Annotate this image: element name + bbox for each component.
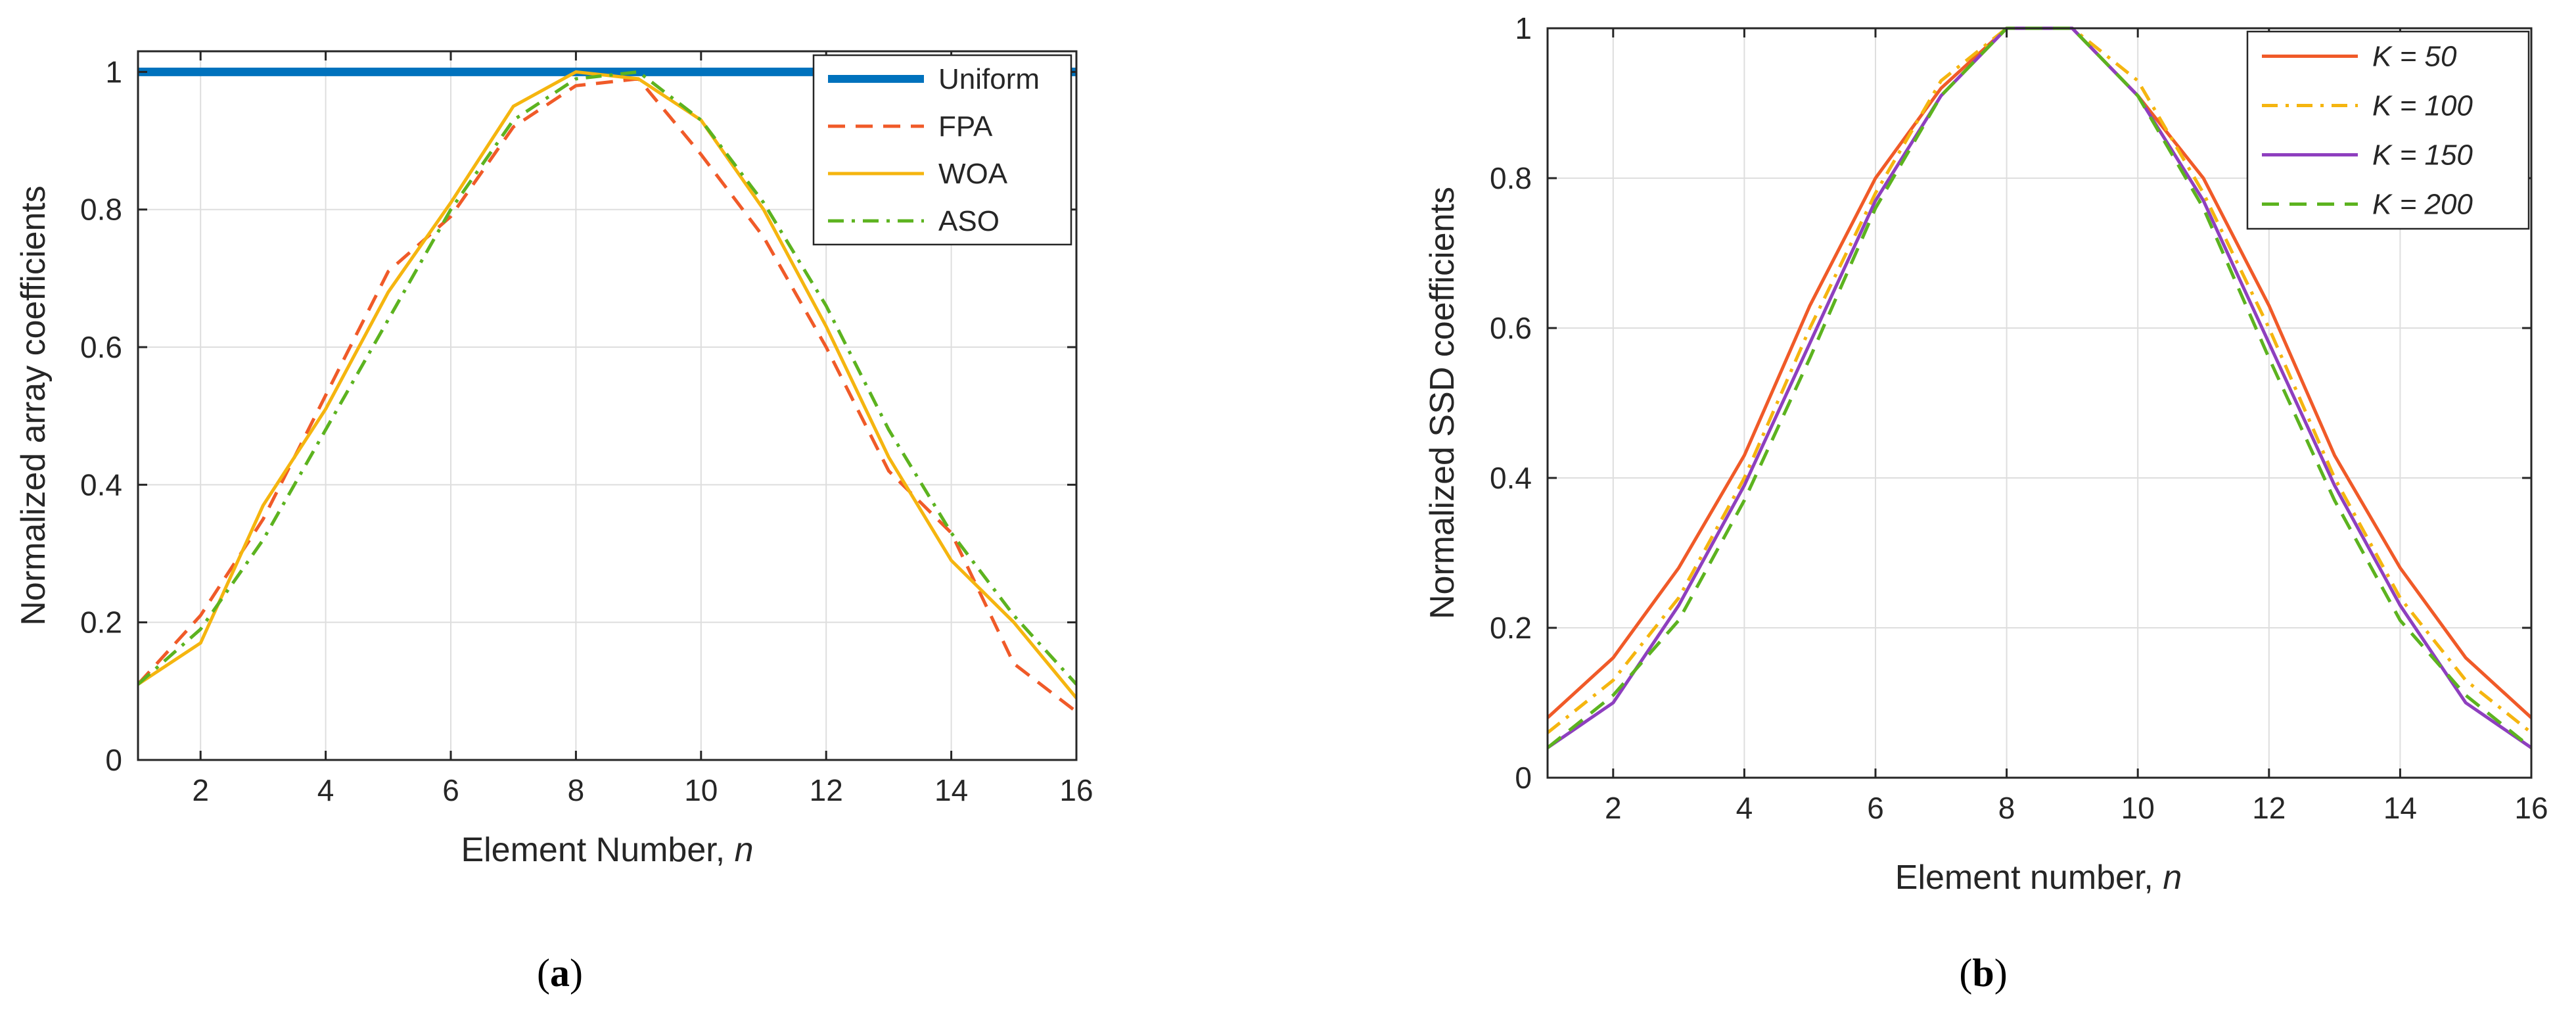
x-axis-label: Element Number, n bbox=[461, 831, 753, 869]
caption-letter: b bbox=[1972, 951, 1994, 995]
y-tick-label: 0.6 bbox=[1490, 311, 1532, 345]
y-tick-label: 0 bbox=[1515, 761, 1532, 795]
x-tick-label: 16 bbox=[2514, 791, 2548, 825]
y-tick-label: 0.2 bbox=[80, 605, 122, 640]
x-tick-label: 10 bbox=[2121, 791, 2155, 825]
caption-close: ) bbox=[1994, 951, 2008, 995]
series-line-woa bbox=[138, 70, 1076, 699]
panel-caption: (a) bbox=[537, 951, 583, 995]
x-tick-label: 2 bbox=[192, 773, 209, 807]
x-tick-label: 14 bbox=[934, 773, 968, 807]
caption-letter: a bbox=[550, 951, 570, 995]
legend: K = 50 K = 100 K = 150 K = 200 bbox=[2246, 30, 2530, 230]
x-tick-label: 6 bbox=[442, 773, 459, 807]
legend: Uniform FPA WOA ASO bbox=[812, 54, 1072, 246]
legend-label-aso: ASO bbox=[938, 205, 1000, 237]
y-tick-label: 1 bbox=[1515, 11, 1532, 45]
series-line-aso bbox=[138, 70, 1076, 686]
caption-open: ( bbox=[537, 951, 550, 995]
axes-box bbox=[1546, 27, 2533, 779]
y-tick-label: 0.4 bbox=[80, 467, 122, 502]
x-axis-label-variable: n bbox=[2163, 859, 2182, 897]
y-tick-label: 0.4 bbox=[1490, 461, 1532, 495]
x-tick-label: 6 bbox=[1867, 791, 1884, 825]
y-axis-label: Normalized array coefficients bbox=[14, 185, 53, 626]
panel-a: 2 4 6 8 10 12 14 16 0 0.2 0.4 0.6 0.8 1 Element Number… bbox=[14, 50, 1093, 995]
axes-box bbox=[137, 50, 1078, 761]
caption-open: ( bbox=[1959, 951, 1972, 995]
legend-label-k-50: K = 50 bbox=[2372, 41, 2457, 73]
x-tick-label: 2 bbox=[1605, 791, 1622, 825]
panel-b: 2 4 6 8 10 12 14 16 0 0.2 0.4 0.6 0.8 1 Element number… bbox=[1423, 11, 2548, 995]
y-tick-label: 0.8 bbox=[80, 193, 122, 227]
x-tick-label: 8 bbox=[1998, 791, 2015, 825]
legend-label-uniform: Uniform bbox=[938, 63, 1040, 95]
x-tick-label: 12 bbox=[2252, 791, 2286, 825]
legend-label-k-100: K = 100 bbox=[2372, 90, 2473, 122]
x-tick-label: 8 bbox=[568, 773, 585, 807]
y-tick-label: 0.8 bbox=[1490, 161, 1532, 195]
x-axis-label-variable: n bbox=[735, 831, 754, 869]
y-tick-label: 0 bbox=[105, 743, 122, 777]
x-tick-label: 16 bbox=[1059, 773, 1093, 807]
legend-label-woa: WOA bbox=[938, 158, 1008, 190]
y-tick-label: 0.6 bbox=[80, 330, 122, 364]
legend-label-fpa: FPA bbox=[938, 110, 993, 143]
y-tick-label: 0.2 bbox=[1490, 611, 1532, 645]
y-axis-label: Normalized SSD coefficients bbox=[1423, 187, 1461, 619]
x-tick-label: 10 bbox=[684, 773, 718, 807]
legend-box bbox=[812, 54, 1072, 246]
caption-close: ) bbox=[570, 951, 583, 995]
legend-label-k-150: K = 150 bbox=[2372, 139, 2473, 172]
x-axis-label-text: Element Number, bbox=[461, 831, 734, 869]
y-tick-label: 1 bbox=[105, 55, 122, 89]
x-axis-label-text: Element number, bbox=[1895, 859, 2163, 897]
panel-caption: (b) bbox=[1959, 951, 2007, 995]
x-tick-label: 12 bbox=[810, 773, 843, 807]
x-axis-label: Element number, n bbox=[1895, 859, 2182, 897]
x-tick-label: 4 bbox=[317, 773, 334, 807]
x-tick-label: 14 bbox=[2383, 791, 2417, 825]
x-tick-label: 4 bbox=[1736, 791, 1753, 825]
legend-label-k-200: K = 200 bbox=[2372, 189, 2473, 221]
legend-box bbox=[2246, 30, 2530, 230]
